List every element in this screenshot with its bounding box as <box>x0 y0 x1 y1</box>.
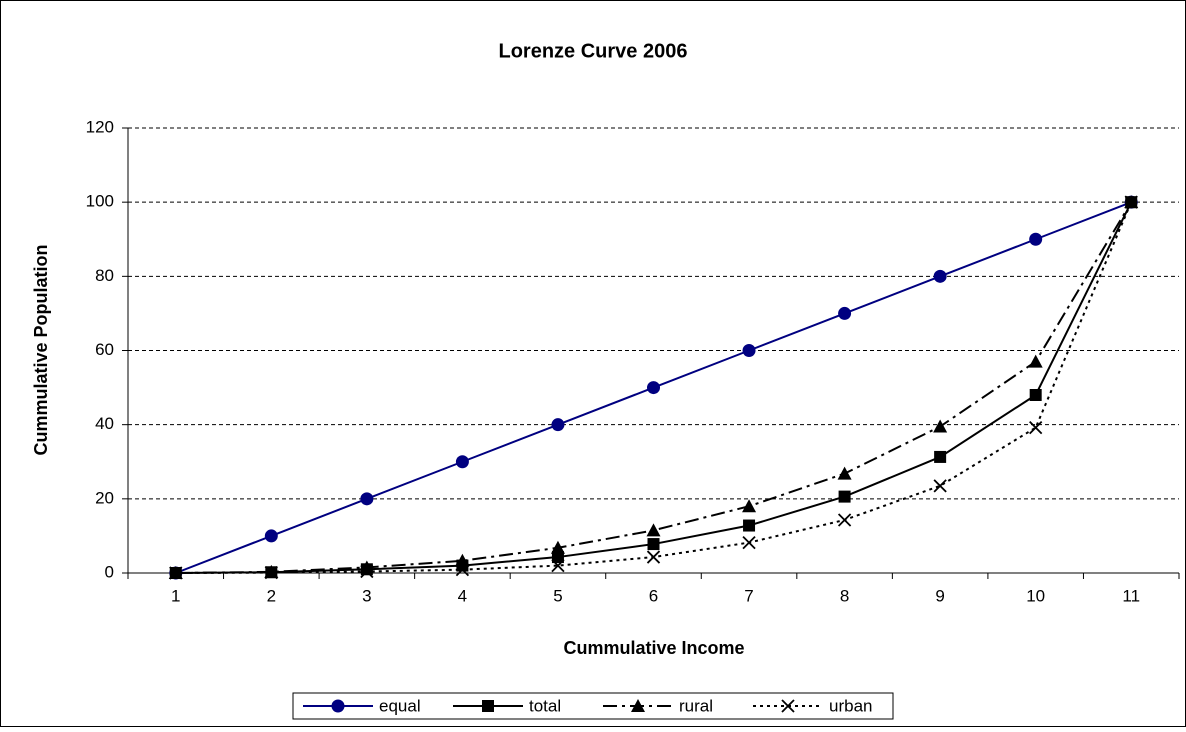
y-tick-label: 120 <box>86 117 114 136</box>
marker <box>360 492 374 506</box>
legend-label: urban <box>829 696 872 715</box>
marker <box>1124 195 1138 209</box>
marker <box>455 553 470 567</box>
marker <box>838 490 851 503</box>
marker <box>264 565 278 580</box>
marker <box>837 466 852 480</box>
x-tick-label: 7 <box>744 586 753 605</box>
y-tick-label: 60 <box>95 340 114 359</box>
marker <box>331 699 345 713</box>
legend-label: rural <box>679 696 713 715</box>
x-axis-label: Cummulative Income <box>563 638 744 658</box>
marker <box>359 560 374 574</box>
y-tick-label: 80 <box>95 266 114 285</box>
marker <box>647 381 660 395</box>
x-tick-label: 4 <box>458 586 467 605</box>
marker <box>647 538 660 551</box>
marker <box>360 564 374 579</box>
marker <box>1029 389 1042 401</box>
marker <box>1028 354 1043 368</box>
marker <box>933 419 948 433</box>
marker <box>646 523 661 537</box>
legend-box <box>292 692 894 720</box>
marker <box>1029 232 1043 246</box>
marker <box>934 450 947 463</box>
x-tick-label: 10 <box>1026 586 1045 605</box>
y-tick-label: 20 <box>95 488 114 507</box>
marker <box>551 418 565 432</box>
marker <box>1029 420 1043 435</box>
x-tick-label: 3 <box>362 586 371 605</box>
x-tick-label: 2 <box>267 586 276 605</box>
marker <box>742 535 756 550</box>
x-tick-label: 9 <box>935 586 944 605</box>
legend-label: equal <box>379 696 421 715</box>
marker <box>837 513 852 527</box>
x-tick-label: 5 <box>553 586 562 605</box>
marker <box>631 699 645 712</box>
legend-label: total <box>529 696 561 715</box>
x-tick-label: 11 <box>1122 586 1140 605</box>
x-tick-label: 8 <box>840 586 849 605</box>
x-tick-label: 1 <box>171 586 180 605</box>
marker <box>781 699 795 713</box>
marker <box>646 550 661 564</box>
x-tick-label: 6 <box>649 586 658 605</box>
y-tick-label: 100 <box>86 192 114 211</box>
marker <box>933 479 947 493</box>
chart-title: Lorenze Curve 2006 <box>499 40 688 62</box>
marker <box>933 269 947 283</box>
marker <box>743 519 756 532</box>
marker <box>742 344 756 357</box>
marker <box>482 700 494 712</box>
marker <box>551 558 565 573</box>
y-tick-label: 0 <box>105 562 114 581</box>
marker <box>550 540 565 554</box>
marker <box>169 566 183 580</box>
marker <box>742 499 757 513</box>
marker <box>838 306 852 320</box>
y-tick-label: 40 <box>95 414 114 433</box>
marker <box>455 455 469 469</box>
y-axis-label: Cummulative Population <box>31 244 51 455</box>
marker <box>455 563 470 577</box>
marker <box>551 551 564 564</box>
marker <box>264 529 278 543</box>
